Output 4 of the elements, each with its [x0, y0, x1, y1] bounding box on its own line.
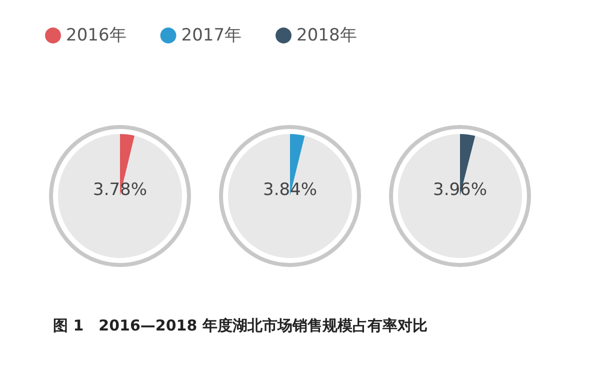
- text: 图 1 2016—2018 年度湖北市场销售规模占有率对比: [53, 316, 428, 334]
- legend-label: 2016年: [66, 26, 126, 46]
- legend-label: 2017年: [181, 26, 242, 46]
- legend-label: 2018年: [296, 26, 357, 46]
